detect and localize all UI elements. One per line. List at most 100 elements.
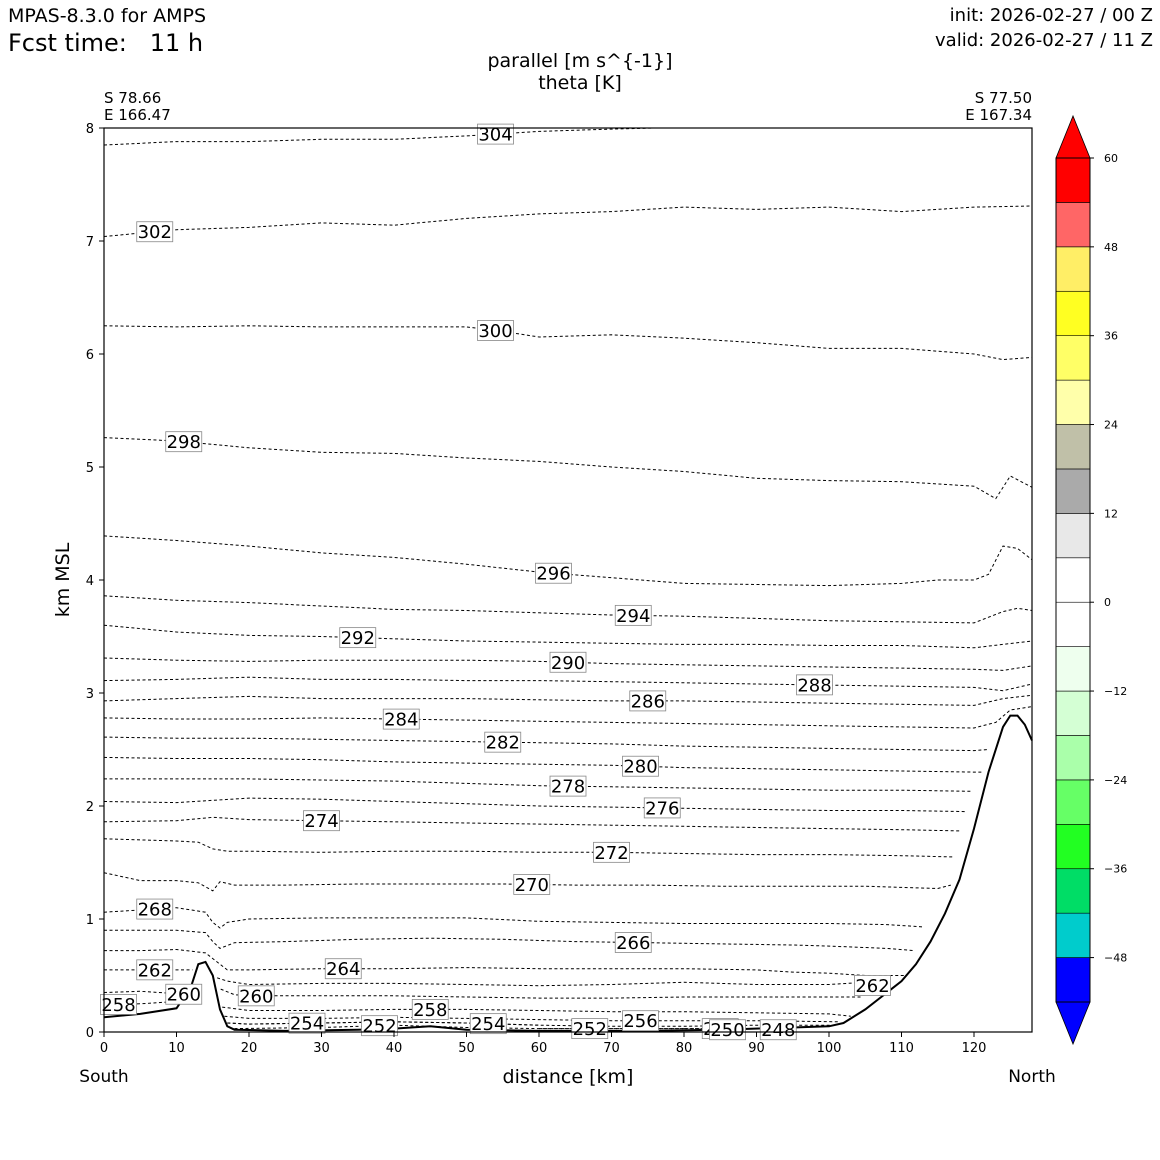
colorbar-bin-3 [1055,824,1091,870]
svg-text:264: 264 [326,959,360,980]
svg-text:282: 282 [486,733,520,754]
colorbar-over-arrow [1055,114,1091,159]
svg-text:288: 288 [797,675,831,696]
y-tick-label-0: 0 [86,1026,94,1041]
colorbar-tick-label: −24 [1104,774,1127,787]
svg-text:296: 296 [536,564,570,585]
contour-label-258-26: 258 [411,999,449,1021]
contour-label-270-17: 270 [513,874,551,896]
colorbar-bin-7 [1055,646,1091,692]
forecast-time-value: 11 h [149,29,204,57]
y-tick-label-2: 2 [86,800,94,815]
x-left-label: South [79,1067,128,1087]
isentrope-268-18 [103,907,924,929]
x-tick-label-20: 20 [241,1041,258,1056]
contour-label-252-30: 252 [361,1015,398,1037]
plot-area: 304 302 300 298 296 294 292 290 288 286 284 282 280 2… [100,123,1033,1041]
colorbar-frame [1055,157,1091,1003]
svg-text:258: 258 [413,1000,447,1021]
contour-label-294-5: 294 [614,604,652,627]
colorbar-tick-label: 48 [1104,241,1118,254]
svg-text:256: 256 [623,1011,657,1032]
isentrope-294-5 [103,595,1033,624]
x-right-label: North [1008,1067,1056,1087]
contour-label-300-2: 300 [477,320,514,342]
chart-title-line1: parallel [m s^{-1}] [487,50,672,72]
isentrope-254-29 [227,1021,540,1026]
colorbar-bin-18 [1055,157,1091,203]
isentrope-276-14 [103,797,967,813]
svg-text:254: 254 [471,1014,505,1035]
y-tick-label-1: 1 [86,913,94,928]
init-time: init: 2026-02-27 / 00 Z [949,5,1153,26]
svg-text:266: 266 [616,933,650,954]
isentrope-282-11 [103,736,989,752]
svg-text:262: 262 [138,960,172,981]
colorbar-bin-13 [1055,379,1091,425]
isentrope-278-13 [104,778,971,792]
svg-text:294: 294 [616,606,650,627]
colorbar-bin-0 [1055,957,1091,1003]
isentrope-288-8 [103,676,1033,692]
contour-label-262-21: 262 [136,959,174,981]
x-tick-label-0: 0 [100,1041,108,1056]
colorbar-bin-4 [1055,779,1091,825]
y-tick-label-7: 7 [86,235,94,250]
contour-label-280-12: 280 [622,755,659,778]
contour-label-276-14: 276 [643,797,681,819]
x-tick-label-110: 110 [889,1041,914,1056]
y-tick-label-5: 5 [86,461,94,476]
isentrope-286-9 [103,694,1033,706]
contour-label-254-28: 254 [288,1012,326,1035]
svg-text:274: 274 [304,811,338,832]
x-tick-label-120: 120 [962,1041,987,1056]
svg-text:302: 302 [138,222,172,243]
x-tick-label-100: 100 [817,1041,842,1056]
svg-text:248: 248 [761,1020,795,1041]
start-point-lat: S 78.66 [104,89,161,107]
svg-text:284: 284 [384,710,418,731]
colorbar-tick-label: 12 [1104,507,1118,520]
contour-label-304-0: 304 [477,123,514,146]
contour-label-278-13: 278 [549,775,587,798]
isentrope-280-12 [103,756,984,773]
x-tick-label-30: 30 [313,1041,330,1056]
colorbar-under-arrow [1055,1001,1091,1046]
contour-label-268-18: 268 [136,898,174,921]
colorbar: 60 48 36 24 12 0 −12 −24 −36 −48 [1055,114,1127,1046]
isentrope-262-22 [216,977,884,991]
colorbar-tick-label: 24 [1104,419,1118,432]
svg-text:300: 300 [478,321,512,342]
x-tick-label-40: 40 [386,1041,403,1056]
end-point-lon: E 167.34 [965,106,1032,124]
x-axis-label: distance [km] [503,1066,634,1088]
y-tick-label-6: 6 [86,348,94,363]
svg-text:298: 298 [167,432,201,453]
forecast-time: Fcst time: 11 h [8,29,203,57]
svg-text:252: 252 [362,1016,396,1037]
contour-label-254-29: 254 [469,1013,507,1035]
isentrope-270-17 [103,872,951,892]
contour-label-288-8: 288 [796,674,833,696]
contour-label-256-27: 256 [622,1010,659,1032]
x-axis: 0 10 20 30 40 50 60 70 80 90 100 110 120 [100,1032,987,1056]
isentrope-272-16 [103,838,953,858]
isentrope-274-15 [103,816,960,832]
x-tick-label-50: 50 [458,1041,475,1056]
svg-text:262: 262 [855,976,889,997]
x-tick-label-90: 90 [748,1041,765,1056]
contour-label-290-7: 290 [549,651,587,674]
svg-text:268: 268 [138,900,172,921]
x-tick-label-60: 60 [531,1041,548,1056]
colorbar-tick-label: −48 [1104,952,1127,965]
svg-text:272: 272 [594,843,628,864]
contour-label-266-19: 266 [614,932,652,954]
y-axis: 0 1 2 3 4 5 6 7 8 [86,122,104,1041]
contour-label-260-24: 260 [237,985,275,1007]
contour-label-258-25: 258 [100,994,137,1016]
contour-label-286-9: 286 [629,690,667,712]
y-tick-label-4: 4 [86,574,94,589]
colorbar-bin-17 [1055,202,1091,248]
colorbar-bin-11 [1055,468,1091,514]
y-axis-label: km MSL [52,542,74,617]
